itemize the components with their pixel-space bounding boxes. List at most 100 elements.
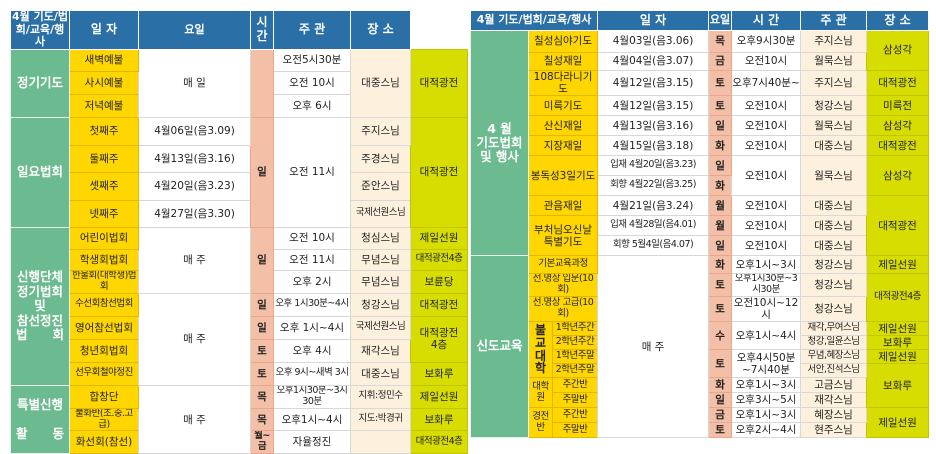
time-cell: 오후4시50분 ~7시40분 xyxy=(731,349,802,379)
date-cell: 4월06일(음3.09) xyxy=(138,116,251,146)
time-cell: 오후1시~4시 xyxy=(273,407,351,432)
host-cell: 청강스님 xyxy=(800,255,868,275)
weekday-cell: 월 xyxy=(708,215,733,237)
date-cell: 회향 5월4일(음4.07) xyxy=(597,235,710,257)
host-cell: 청심스님 xyxy=(350,226,411,250)
table-row: 4 월 기도법회 및 행사 칠성심야기도 4월03일(음3.06) 목 오후9시30분 주… xyxy=(470,29,930,257)
time-cell: 오후 1시30분~4시 xyxy=(273,292,351,317)
place-cell: 제일선원 xyxy=(866,349,930,365)
header-cell: 시 간 xyxy=(731,10,802,31)
item-name: 영어참선법회 xyxy=(69,315,139,340)
weekday-cell: 목 xyxy=(250,384,274,409)
item-name: 선.명상 입문(10회) xyxy=(527,273,599,297)
weekday-cell: 일 xyxy=(708,392,733,409)
time-cell: 오후 4시 xyxy=(273,338,351,363)
date-cell: 4월04일(음3.07) xyxy=(597,52,710,71)
host-cell: 월묵스님 xyxy=(800,52,868,71)
place-cell: 대적광전 4층 xyxy=(410,315,468,363)
host-cell: 준안스님 xyxy=(350,171,411,201)
table-row: 영어참선법회 일 오후 1시~4시 국제선원스님 대적광전 4층 xyxy=(11,315,468,363)
date-cell: 매 주 xyxy=(138,226,251,294)
host-cell: 청강스님 xyxy=(350,292,411,317)
item-name: 기본교육과정 xyxy=(527,255,599,275)
item-name: 주간반 xyxy=(551,407,599,424)
place-cell: 보화루 xyxy=(410,407,468,432)
host-cell xyxy=(350,430,411,454)
table-row: 불화반(초.중.고급) 목 오후1시~4시 지도:박경귀 보화루 xyxy=(11,407,468,432)
host-cell: 주지스님 xyxy=(800,69,868,97)
time-cell: 오후 6시 xyxy=(273,93,351,118)
host-cell: 청강,일윤스님 xyxy=(800,335,868,351)
item-name: 사시예불 xyxy=(69,70,139,95)
header-cell: 장 소 xyxy=(350,10,411,50)
host-cell: 주지스님 xyxy=(800,30,868,53)
time-cell: 자율정진 xyxy=(273,430,351,454)
place-cell: 보륜당 xyxy=(410,269,468,294)
place-cell: 보화루 xyxy=(866,363,930,409)
item-name: 미륵기도 xyxy=(527,95,599,117)
table-row: 산신재일 4월13일(음3.16) 일 오전10시 월묵스님 삼성각 xyxy=(471,115,930,137)
item-name: 부처님오신날 특별기도 xyxy=(527,215,599,257)
table-row: 1학년주말 토 오후4시50분 ~7시40분 무념,혜장스님 제일선원 xyxy=(471,349,930,379)
time-cell: 오전 11시 xyxy=(273,248,351,271)
table-row: 넷째주 4월27일(음3.30) 국제선원스님 xyxy=(11,199,468,228)
table-row: 수선회참선법회 매 주 일 오후 1시30분~4시 청강스님 대적광전 xyxy=(11,292,468,386)
weekday-cell: 토 xyxy=(708,422,733,439)
header-cell: 요일 xyxy=(708,10,733,31)
date-cell: 4월20일(음3.23) xyxy=(138,171,251,201)
weekday-cell: 화 xyxy=(708,377,733,394)
place-cell: 삼성각 xyxy=(866,115,930,137)
date-cell: 4월12일(음3.15) xyxy=(597,69,710,97)
date-cell: 입재 4월28일(음4.01) xyxy=(597,215,710,237)
weekday-cell: 토 xyxy=(708,69,733,97)
time-cell: 오후2시~4시 xyxy=(731,422,802,439)
time-cell: 오후1시~3시 xyxy=(731,377,802,394)
item-name: 대학원 xyxy=(528,377,553,409)
time-cell: 오후3시~5시 xyxy=(731,392,802,409)
table-row: 주말반 일 오후3시~5시 재각스님 xyxy=(471,392,929,409)
place-cell: 대적광전 xyxy=(410,116,468,228)
host-cell: 고금스님 xyxy=(800,377,868,394)
place-cell: 대적광전 xyxy=(410,292,468,317)
item-name: 봉독성3일기도 xyxy=(527,155,599,197)
place-cell: 보화루 xyxy=(866,335,930,351)
place-cell: 제일선원 xyxy=(410,226,468,250)
date-cell: 4월13일(음3.16) xyxy=(597,115,710,137)
host-cell: 대중스님 xyxy=(800,135,868,157)
place-cell: 제일선원 xyxy=(410,384,468,409)
table-row: 신행단체 정기법회 및 참선정진 법 회 어린이법회 매 주 일 오전 10시 청심스님 제… xyxy=(10,226,468,386)
time-cell: 오후1시~4시 xyxy=(731,321,802,351)
date-cell: 4월12일(음3.15) xyxy=(597,95,710,117)
item-name: 셋째주 xyxy=(69,171,139,201)
host-cell: 주지스님 xyxy=(350,116,411,146)
date-cell: 4월27일(음3.30) xyxy=(138,199,251,228)
item-name: 불화반(초.중.고급) xyxy=(69,407,139,432)
host-cell: 대중스님 xyxy=(800,195,868,217)
item-name: 한울회(대학생)법회 xyxy=(69,269,139,294)
item-name: 2학년주말 xyxy=(551,363,599,379)
item-name: 주말반 xyxy=(551,422,599,439)
weekday-cell: 일 xyxy=(250,292,274,317)
host-cell: 대중스님 xyxy=(350,361,411,386)
time-cell: 오전 11시 xyxy=(273,116,351,228)
time-cell: 오전 10시 xyxy=(273,70,351,95)
weekday-cell: 토 xyxy=(708,295,733,323)
host-cell: 지도:박경귀 xyxy=(350,407,411,432)
table-row: 부처님오신날 특별기도 입재 4월28일(음4.01) 월 오전10시 대중스님 xyxy=(471,215,929,257)
place-cell: 대적광전4층 xyxy=(866,273,930,323)
table-row: 지장재일 4월15일(음3.18) 화 오전10시 대중스님 대적광전 xyxy=(471,135,930,157)
time-cell: 오전10시 xyxy=(731,115,802,137)
item-name: 경전반 xyxy=(528,407,553,439)
host-cell: 재각스님 xyxy=(800,392,868,409)
weekday-cell xyxy=(250,48,274,118)
item-name: 주간반 xyxy=(551,377,599,394)
host-cell: 대중스님 xyxy=(800,215,868,237)
date-cell: 매 주 xyxy=(597,255,710,439)
host-cell: 청강스님 xyxy=(800,95,868,117)
host-cell: 대중스님 xyxy=(800,235,868,257)
header-cell: 시 간 xyxy=(250,10,274,50)
date-cell: 4월13일(음3.16) xyxy=(138,144,251,173)
header-cell: 일 자 xyxy=(597,10,710,31)
host-cell: 월묵스님 xyxy=(800,115,868,137)
